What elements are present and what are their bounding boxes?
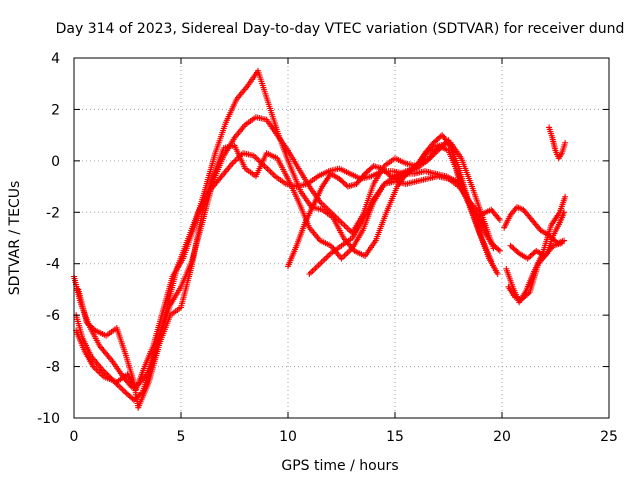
data-points — [71, 67, 569, 411]
data-point — [513, 247, 520, 254]
data-point — [85, 321, 92, 328]
data-point — [337, 177, 344, 184]
data-point — [379, 165, 386, 172]
data-point — [518, 296, 525, 303]
data-point — [527, 253, 534, 259]
data-point — [404, 170, 411, 177]
data-point — [364, 168, 371, 175]
y-axis-label: SDTVAR / TECUs — [7, 181, 23, 296]
data-point — [510, 245, 517, 252]
data-point — [507, 242, 514, 249]
data-point — [528, 251, 535, 258]
y-tick-label: 0 — [51, 154, 60, 170]
x-tick-label: 25 — [600, 429, 618, 445]
axis-ticks: 0 5 10 15 20 25 -10 -8 -6 -4 -2 0 2 4 — [37, 51, 618, 445]
series-track-6 — [306, 173, 503, 277]
data-point — [407, 168, 414, 175]
data-point — [430, 139, 437, 146]
data-point — [90, 326, 97, 333]
y-tick-label: 4 — [51, 51, 60, 67]
data-point — [128, 394, 135, 401]
data-point — [406, 169, 413, 176]
data-point — [494, 271, 501, 277]
data-point — [83, 319, 90, 326]
data-point — [488, 258, 495, 265]
data-point — [100, 367, 107, 374]
data-point — [521, 294, 528, 301]
x-axis-label: GPS time / hours — [281, 458, 398, 474]
data-point — [342, 181, 349, 187]
data-point — [558, 240, 565, 247]
y-tick-label: -4 — [46, 257, 60, 273]
data-point — [339, 178, 346, 185]
data-point — [523, 291, 530, 298]
y-tick-label: -10 — [37, 411, 60, 427]
data-point — [340, 179, 347, 186]
data-point — [383, 169, 390, 176]
data-point — [431, 138, 438, 145]
data-point — [562, 193, 569, 200]
data-point — [481, 222, 488, 229]
data-point — [386, 172, 393, 178]
data-point — [123, 390, 130, 397]
x-tick-label: 5 — [177, 429, 186, 445]
data-point — [436, 134, 443, 141]
data-point — [382, 168, 389, 175]
series-track-4 — [75, 137, 495, 411]
data-point — [519, 295, 526, 302]
data-point — [126, 393, 133, 400]
data-point — [366, 166, 373, 173]
data-point — [367, 165, 374, 172]
data-point — [101, 369, 108, 375]
y-tick-label: -6 — [46, 308, 60, 324]
data-point — [511, 246, 518, 253]
data-point — [524, 255, 531, 262]
data-point — [89, 325, 96, 331]
data-point — [336, 175, 343, 182]
grid — [74, 58, 609, 418]
data-point — [522, 292, 529, 299]
y-tick-label: -2 — [46, 205, 60, 221]
series-track-11 — [546, 124, 569, 162]
data-point — [525, 290, 532, 297]
data-point — [530, 250, 537, 257]
chart-title: Day 314 of 2023, Sidereal Day-to-day VTE… — [56, 21, 625, 37]
data-point — [496, 247, 503, 254]
data-point — [526, 254, 533, 261]
data-point — [490, 245, 497, 252]
x-tick-label: 15 — [386, 429, 404, 445]
data-point — [362, 170, 369, 177]
data-point — [384, 170, 391, 177]
data-point — [380, 166, 387, 173]
data-point — [514, 249, 521, 256]
series-track-10 — [507, 240, 565, 262]
data-point — [409, 166, 416, 173]
data-point — [496, 217, 503, 223]
data-point — [561, 209, 568, 216]
y-tick-label: -8 — [46, 360, 60, 376]
data-point — [88, 323, 95, 330]
plot-frame — [73, 57, 610, 419]
data-point — [122, 389, 129, 396]
x-tick-label: 20 — [493, 429, 511, 445]
data-point — [98, 366, 105, 373]
data-point — [495, 246, 502, 253]
y-tick-label: 2 — [51, 102, 60, 118]
x-tick-label: 10 — [279, 429, 297, 445]
data-point — [433, 137, 440, 144]
data-point — [86, 322, 93, 329]
data-point — [363, 169, 370, 176]
data-point — [434, 136, 441, 142]
x-tick-label: 0 — [70, 429, 79, 445]
data-point — [562, 139, 569, 146]
data-point — [410, 165, 417, 172]
data-point — [125, 391, 132, 398]
data-point — [508, 244, 515, 250]
